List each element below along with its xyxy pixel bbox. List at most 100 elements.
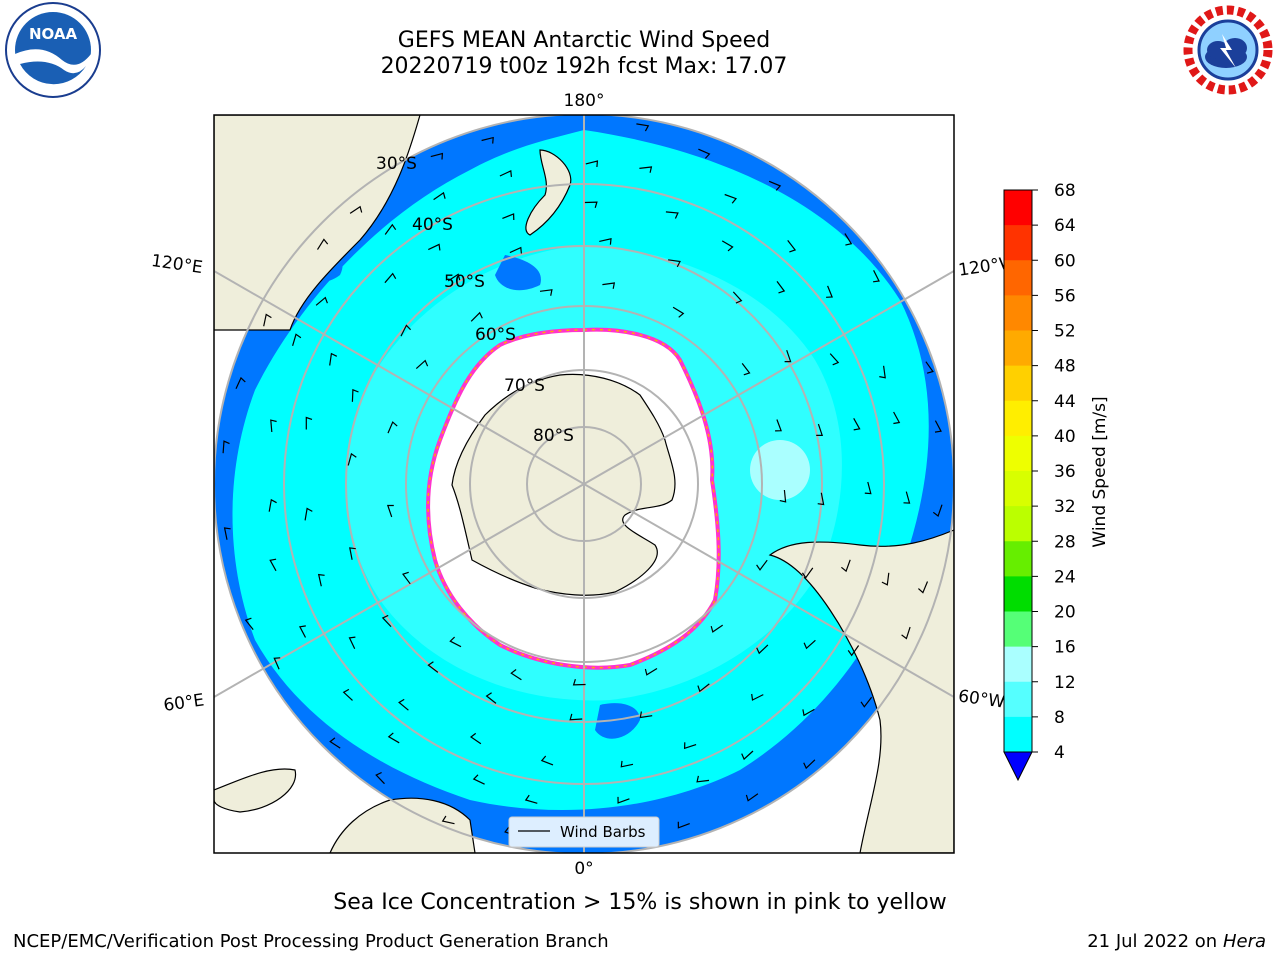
wind-barb xyxy=(384,223,397,235)
wind-barb xyxy=(847,645,860,657)
colorbar-segment xyxy=(1004,435,1032,472)
wind-barb xyxy=(893,411,901,425)
colorbar-tick-label: 20 xyxy=(1054,603,1076,623)
wind-barb xyxy=(381,614,392,628)
wind-barb xyxy=(698,148,711,159)
wind-barb xyxy=(398,698,409,711)
wind-barb xyxy=(639,711,653,719)
wind-barb xyxy=(620,760,634,768)
wind-barb xyxy=(348,636,356,649)
wind-barb xyxy=(447,273,461,282)
wind-barb xyxy=(304,507,313,521)
colorbar-tick-label: 40 xyxy=(1054,427,1076,447)
wind-barb xyxy=(925,361,934,374)
wind-barb xyxy=(672,306,685,318)
wind-barb xyxy=(776,281,786,294)
wind-barb xyxy=(263,313,272,327)
colorbar-tick-label: 32 xyxy=(1054,497,1076,517)
colorbar-tick-label: 56 xyxy=(1054,286,1076,306)
map-frame xyxy=(213,114,955,854)
wind-barb xyxy=(901,626,911,640)
wind-barb xyxy=(222,440,230,454)
wind-barb xyxy=(864,481,872,495)
wind-barb xyxy=(292,333,302,346)
wind-barb xyxy=(349,547,356,560)
wind-barb xyxy=(269,558,277,572)
wind-barb xyxy=(235,376,246,390)
lat-label-50: 50°S xyxy=(444,272,485,292)
wind-barb xyxy=(585,160,599,168)
colorbar-segment xyxy=(1004,611,1032,648)
wind-barb xyxy=(415,359,429,370)
wind-barb xyxy=(569,713,583,721)
map-subtitle: 20220719 t00z 192h fcst Max: 17.07 xyxy=(380,54,788,79)
colorbar-tick-label: 4 xyxy=(1054,743,1065,763)
lat-label-80: 80°S xyxy=(533,426,574,446)
wind-barb xyxy=(853,418,861,431)
wind-barb xyxy=(469,732,482,745)
lat-label-40: 40°S xyxy=(412,215,453,235)
colorbar-tick-label: 36 xyxy=(1054,462,1076,482)
wind-barb xyxy=(428,243,441,251)
madagascar-land xyxy=(214,768,297,813)
wind-barb xyxy=(316,238,329,250)
wind-barb xyxy=(697,683,710,693)
colorbar-segment xyxy=(1004,681,1032,718)
wind-barb xyxy=(801,567,814,579)
wind-barb xyxy=(349,205,363,214)
lon-label-60e: 60°E xyxy=(162,690,205,715)
wind-barb xyxy=(860,696,873,708)
wind-barb xyxy=(803,759,816,770)
wind-barb xyxy=(644,667,658,676)
wind-barb xyxy=(775,419,782,432)
colorbar-tick-label: 8 xyxy=(1054,708,1065,728)
wind-barb xyxy=(844,233,853,246)
colorbar-tick-label: 68 xyxy=(1054,181,1076,201)
antarctica-land xyxy=(451,373,676,596)
map-title: GEFS MEAN Antarctic Wind Speed xyxy=(397,28,771,53)
wind-barb xyxy=(584,201,598,208)
wind-barb xyxy=(539,289,553,296)
wind-barb xyxy=(751,693,764,701)
colorbar-segment xyxy=(1004,576,1032,612)
colorbar-tick-label: 44 xyxy=(1054,392,1076,412)
wind-barbs xyxy=(222,123,943,845)
colorbar-segment xyxy=(1004,541,1032,577)
wind-barb xyxy=(787,240,797,253)
wind-barb xyxy=(400,324,412,337)
wind-barb xyxy=(305,416,313,430)
wind-barb xyxy=(270,419,277,433)
colorbar-tick-label: 24 xyxy=(1054,567,1076,587)
wind-barb xyxy=(932,504,943,517)
colorbar-segment xyxy=(1004,260,1032,296)
wind-barb xyxy=(721,240,734,252)
wind-barb xyxy=(402,571,411,585)
wind-barb xyxy=(384,272,397,284)
colorbar-extend-arrow xyxy=(1003,751,1033,782)
wind-barb xyxy=(268,498,277,512)
sea-ice-edge-yellow xyxy=(427,328,720,669)
wind-barb xyxy=(817,492,825,506)
wind-barb xyxy=(315,296,328,306)
noaa-logo: NOAA xyxy=(5,2,101,98)
wind-barb xyxy=(756,644,769,655)
south-america-land xyxy=(768,529,954,853)
wind-barb xyxy=(696,775,710,783)
longitude-grid xyxy=(214,115,954,853)
australia-land xyxy=(214,115,421,331)
wind-barb xyxy=(617,796,630,804)
colorbar-segment xyxy=(1004,400,1032,437)
colorbar-tick-label: 52 xyxy=(1054,322,1076,342)
wind-barb xyxy=(602,282,616,289)
wind-barb xyxy=(347,452,357,466)
wind-barb xyxy=(430,152,444,160)
colorbar-tick-label: 48 xyxy=(1054,357,1076,377)
colorbar-segment xyxy=(1004,295,1032,331)
colorbar-segment xyxy=(1004,716,1032,753)
wind-barb xyxy=(481,136,494,144)
wind-barb xyxy=(342,688,353,701)
lat-label-60: 60°S xyxy=(475,325,516,345)
footer-date: 21 Jul 2022 on Hera xyxy=(1087,931,1266,952)
wind-barb xyxy=(540,755,554,766)
